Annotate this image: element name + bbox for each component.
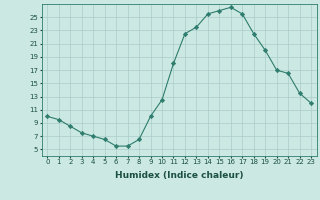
X-axis label: Humidex (Indice chaleur): Humidex (Indice chaleur) bbox=[115, 171, 244, 180]
